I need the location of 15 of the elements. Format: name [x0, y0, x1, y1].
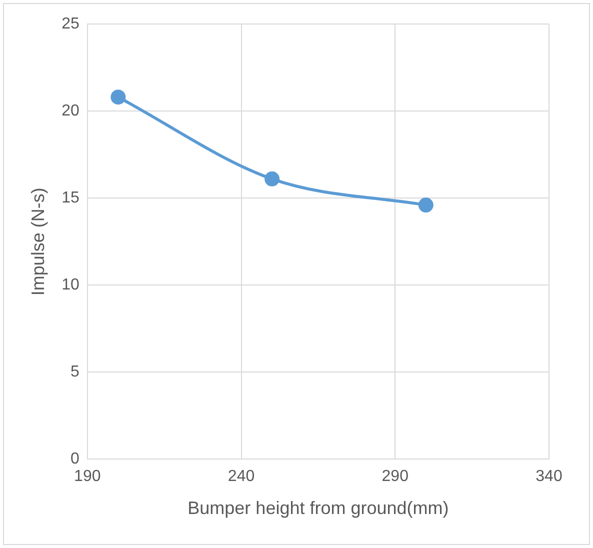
point	[418, 198, 434, 213]
y-tick-label: 10	[62, 276, 80, 294]
y-tick-label: 25	[62, 15, 80, 32]
x-axis-title: Bumper height from ground(mm)	[188, 498, 449, 518]
x-tick-label: 240	[228, 468, 255, 486]
y-tick-label: 15	[62, 189, 80, 206]
y-axis-title: Impulse (N-s)	[28, 188, 48, 296]
x-tick-label: 340	[536, 468, 562, 486]
y-tick-label: 0	[70, 450, 80, 468]
point	[110, 90, 126, 105]
x-tick-label: 190	[74, 468, 101, 486]
y-tick-label: 5	[70, 364, 80, 381]
y-tick-label: 20	[62, 102, 80, 120]
point	[264, 171, 280, 186]
x-tick-label: 290	[382, 468, 409, 486]
